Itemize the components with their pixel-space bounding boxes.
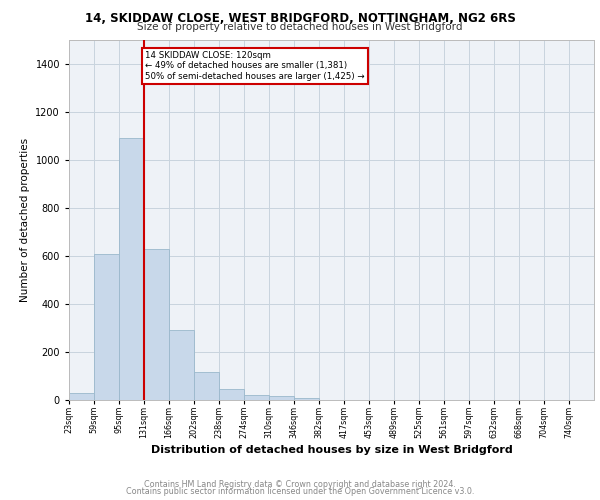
Text: 14, SKIDDAW CLOSE, WEST BRIDGFORD, NOTTINGHAM, NG2 6RS: 14, SKIDDAW CLOSE, WEST BRIDGFORD, NOTTI… (85, 12, 515, 26)
Text: Size of property relative to detached houses in West Bridgford: Size of property relative to detached ho… (137, 22, 463, 32)
Bar (119, 138, 144, 400)
Text: Contains HM Land Registry data © Crown copyright and database right 2024.: Contains HM Land Registry data © Crown c… (144, 480, 456, 489)
Bar (219, 389, 244, 400)
Bar (69, 393, 94, 400)
Y-axis label: Number of detached properties: Number of detached properties (20, 138, 30, 302)
X-axis label: Distribution of detached houses by size in West Bridgford: Distribution of detached houses by size … (151, 445, 512, 455)
Bar (294, 398, 319, 400)
Bar (194, 372, 219, 400)
Bar (144, 249, 169, 400)
Bar (169, 330, 194, 400)
Bar (94, 254, 119, 400)
Text: 14 SKIDDAW CLOSE: 120sqm
← 49% of detached houses are smaller (1,381)
50% of sem: 14 SKIDDAW CLOSE: 120sqm ← 49% of detach… (145, 51, 365, 80)
Bar (244, 395, 269, 400)
Text: Contains public sector information licensed under the Open Government Licence v3: Contains public sector information licen… (126, 487, 474, 496)
Bar (269, 396, 294, 400)
